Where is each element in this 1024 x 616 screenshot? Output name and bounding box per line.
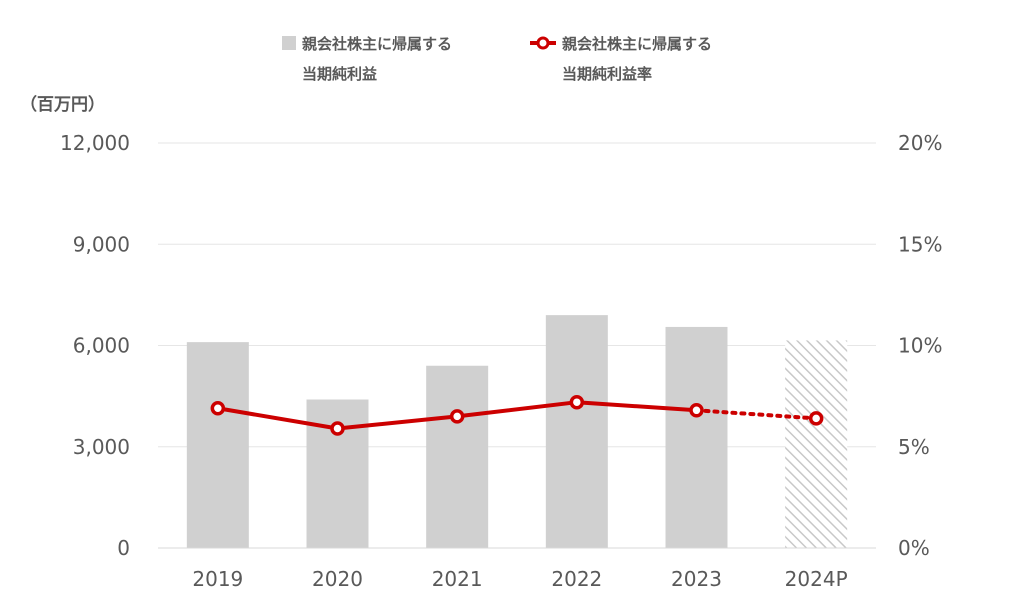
y-left-tick-label: 0 [117, 536, 130, 560]
legend-line-marker [536, 36, 550, 50]
line-point [330, 421, 345, 436]
y-left-unit-label: （百万円） [20, 94, 105, 115]
x-tick-label: 2022 [551, 567, 602, 591]
line-point [808, 411, 824, 426]
x-axis: 2019 2020 2021 2022 2023 2024P [192, 567, 847, 591]
bar [186, 342, 249, 548]
bar [545, 315, 608, 548]
x-tick-label: 2019 [192, 567, 243, 591]
y-left-tick-label: 9,000 [73, 232, 130, 256]
y-left-tick-label: 6,000 [73, 334, 130, 358]
y-left-tick-label: 3,000 [73, 435, 130, 459]
line-series [210, 394, 824, 436]
x-tick-label: 2023 [671, 567, 722, 591]
y-right-tick-label: 0% [898, 536, 930, 560]
legend-bar-label: 当期純利益 [302, 65, 377, 83]
y-right-tick-label: 5% [898, 435, 930, 459]
legend-bar-label: 親会社株主に帰属する [302, 35, 452, 53]
line-point [210, 401, 226, 416]
y-right-tick-label: 10% [898, 334, 942, 358]
line-point [569, 394, 585, 410]
bar [665, 326, 728, 548]
y-left-axis: 0 3,000 6,000 9,000 12,000 [60, 131, 130, 560]
line-point [449, 409, 465, 424]
legend-line-label: 親会社株主に帰属する [562, 35, 712, 53]
x-tick-label: 2020 [312, 567, 363, 591]
y-right-tick-label: 20% [898, 131, 942, 155]
y-left-tick-label: 12,000 [60, 131, 130, 155]
bar-series [186, 315, 848, 548]
bar-forecast [785, 340, 848, 548]
bar [426, 365, 489, 548]
y-right-axis: 0% 5% 10% 15% 20% [898, 131, 942, 560]
series-line-forecast [694, 408, 819, 421]
legend-line-label: 当期純利益率 [562, 65, 652, 83]
legend-bar-swatch [282, 36, 296, 50]
x-tick-label: 2024P [785, 567, 848, 591]
line-point [689, 403, 704, 418]
gridlines [158, 142, 876, 448]
y-right-tick-label: 15% [898, 232, 942, 256]
x-tick-label: 2021 [432, 567, 483, 591]
